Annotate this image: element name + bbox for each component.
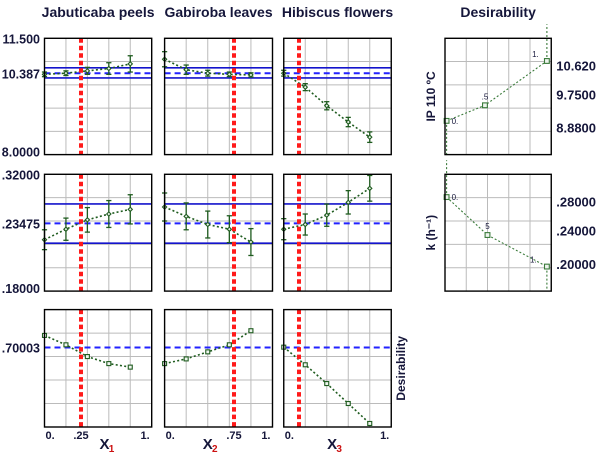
svg-text:.20000: .20000 bbox=[556, 257, 596, 272]
svg-text:1.: 1. bbox=[380, 430, 389, 442]
svg-text:0.: 0. bbox=[46, 430, 55, 442]
svg-text:1.: 1. bbox=[261, 430, 270, 442]
svg-text:1.: 1. bbox=[141, 430, 150, 442]
svg-text:.24000: .24000 bbox=[556, 224, 596, 239]
svg-text:2: 2 bbox=[212, 444, 218, 453]
svg-text:Desirability: Desirability bbox=[394, 336, 408, 401]
svg-text:IP 110 ºC: IP 110 ºC bbox=[424, 71, 438, 122]
svg-text:.5: .5 bbox=[482, 92, 489, 101]
svg-text:3: 3 bbox=[336, 444, 342, 453]
svg-text:.18000: .18000 bbox=[2, 282, 40, 296]
svg-text:9.7500: 9.7500 bbox=[556, 87, 596, 102]
svg-text:Gabiroba leaves: Gabiroba leaves bbox=[164, 4, 272, 20]
svg-text:.28000: .28000 bbox=[556, 195, 596, 210]
svg-text:Hibiscus flowers: Hibiscus flowers bbox=[282, 4, 393, 20]
svg-text:Jabuticaba peels: Jabuticaba peels bbox=[42, 4, 155, 20]
svg-text:Desirability: Desirability bbox=[460, 4, 536, 20]
svg-text:.25: .25 bbox=[73, 430, 88, 442]
svg-text:8.0000: 8.0000 bbox=[2, 146, 40, 160]
svg-text:.70003: .70003 bbox=[2, 342, 40, 356]
svg-text:10.387: 10.387 bbox=[2, 67, 40, 81]
svg-text:10.620: 10.620 bbox=[556, 58, 596, 73]
svg-text:11.500: 11.500 bbox=[2, 32, 40, 46]
svg-text:0.: 0. bbox=[452, 117, 459, 126]
svg-text:0.: 0. bbox=[285, 430, 294, 442]
svg-text:k (h⁻¹): k (h⁻¹) bbox=[424, 215, 438, 251]
svg-text:8.8800: 8.8800 bbox=[556, 120, 596, 135]
svg-text:1: 1 bbox=[109, 444, 115, 453]
svg-text:0.: 0. bbox=[166, 430, 175, 442]
svg-text:.23475: .23475 bbox=[2, 217, 40, 231]
svg-text:.75: .75 bbox=[226, 430, 241, 442]
svg-text:.32000: .32000 bbox=[2, 168, 40, 182]
svg-text:5: 5 bbox=[485, 222, 490, 231]
svg-text:1.: 1. bbox=[532, 50, 539, 59]
svg-text:1.: 1. bbox=[530, 256, 537, 265]
svg-text:0.: 0. bbox=[452, 193, 459, 202]
